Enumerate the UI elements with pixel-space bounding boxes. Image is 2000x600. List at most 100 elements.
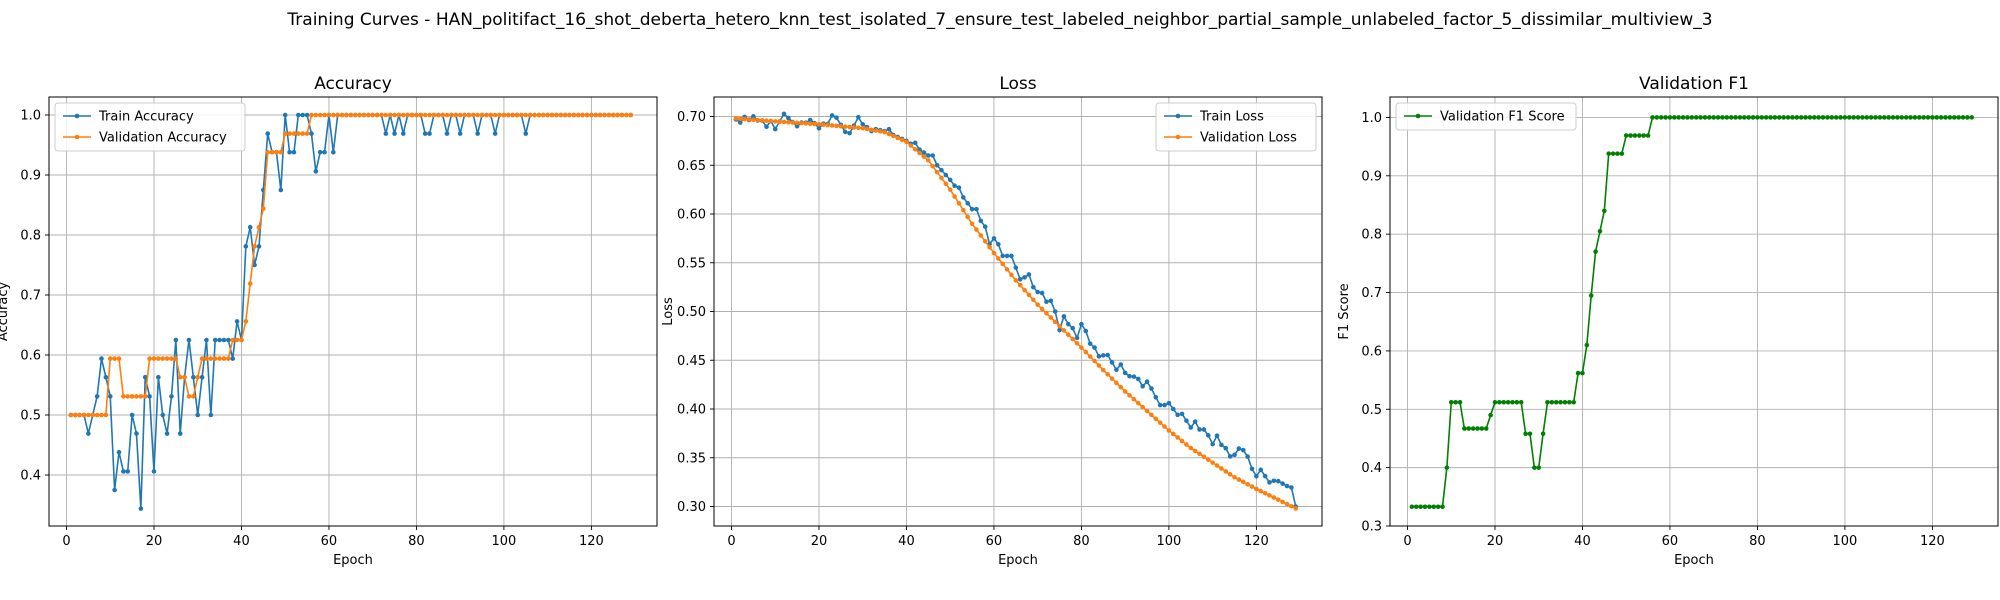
data-point	[107, 394, 113, 399]
x-tick-label: 80	[1749, 534, 1766, 549]
data-point	[943, 172, 949, 178]
data-point	[1855, 115, 1861, 120]
data-point	[492, 112, 498, 118]
data-point	[1083, 328, 1089, 334]
data-point	[549, 112, 555, 118]
data-point	[742, 116, 747, 122]
data-point	[934, 169, 940, 175]
data-point	[1214, 433, 1220, 439]
data-point	[1070, 336, 1075, 342]
data-point	[1066, 321, 1071, 327]
data-point	[309, 112, 314, 118]
data-point	[1811, 115, 1817, 120]
data-point	[1951, 115, 1957, 120]
data-point	[1553, 399, 1559, 405]
data-point	[974, 227, 979, 232]
data-point	[252, 244, 257, 249]
data-point	[540, 112, 546, 118]
y-tick-label: 1.0	[20, 109, 41, 124]
data-point	[584, 112, 590, 118]
data-point	[567, 112, 572, 118]
data-point	[1602, 208, 1607, 214]
data-point	[1558, 399, 1563, 405]
x-tick-label: 100	[1832, 534, 1857, 549]
data-point	[449, 112, 454, 118]
data-point	[1249, 466, 1255, 472]
data-point	[974, 206, 979, 212]
data-point	[1479, 426, 1485, 431]
data-point	[444, 112, 450, 118]
data-point	[1934, 115, 1940, 120]
data-point	[94, 412, 100, 418]
x-tick-label: 40	[233, 534, 250, 549]
data-point	[313, 169, 319, 174]
data-point	[1079, 345, 1084, 350]
data-point	[899, 137, 905, 143]
data-point	[195, 412, 201, 418]
data-point	[1750, 115, 1756, 120]
data-point	[1192, 448, 1198, 454]
y-tick-label: 0.35	[677, 451, 706, 466]
data-point	[1232, 474, 1237, 480]
data-point	[1262, 490, 1268, 496]
y-tick-label: 0.4	[1361, 461, 1382, 476]
data-point	[965, 214, 970, 220]
data-point	[1610, 151, 1616, 156]
data-point	[440, 112, 445, 118]
data-point	[221, 356, 227, 361]
data-point	[1022, 287, 1027, 293]
data-point	[121, 469, 126, 474]
legend: Validation F1 Score	[1395, 102, 1577, 131]
data-point	[86, 412, 91, 418]
data-point	[912, 140, 918, 146]
data-point	[1009, 253, 1014, 259]
data-point	[1475, 426, 1480, 431]
data-point	[882, 129, 887, 135]
data-point	[733, 116, 739, 121]
data-point	[1105, 371, 1110, 377]
data-point	[383, 131, 389, 136]
data-point	[571, 112, 577, 118]
data-point	[523, 112, 529, 118]
data-point	[1825, 115, 1830, 120]
data-point	[519, 112, 524, 118]
data-point	[1606, 151, 1612, 156]
data-point	[912, 146, 918, 152]
y-tick-label: 0.7	[20, 289, 41, 304]
data-point	[1284, 483, 1290, 489]
data-point	[1588, 293, 1594, 298]
data-point	[1219, 466, 1224, 471]
data-point	[501, 112, 507, 118]
data-point	[422, 131, 428, 136]
data-point	[387, 112, 393, 118]
data-point	[886, 126, 892, 132]
data-point	[72, 412, 78, 418]
data-point	[1776, 115, 1782, 120]
data-point	[1895, 115, 1900, 120]
y-tick-label: 0.45	[677, 354, 706, 369]
data-point	[1532, 465, 1537, 470]
data-point	[764, 124, 769, 130]
data-point	[1685, 115, 1690, 120]
data-point	[1114, 367, 1119, 373]
data-point	[326, 112, 332, 118]
data-point	[930, 153, 936, 158]
data-point	[1044, 310, 1049, 316]
data-point	[357, 112, 362, 118]
data-point	[1965, 115, 1970, 120]
data-point	[1435, 504, 1441, 510]
series-line	[70, 114, 631, 509]
data-point	[1127, 393, 1132, 398]
data-point	[204, 337, 209, 343]
data-point	[1227, 472, 1233, 477]
x-tick-label: 0	[727, 534, 735, 549]
data-point	[939, 167, 944, 173]
data-point	[1114, 380, 1119, 386]
data-point	[1197, 427, 1202, 432]
data-point	[1943, 115, 1948, 120]
y-tick-label: 0.6	[20, 349, 41, 364]
data-point	[781, 111, 787, 117]
y-tick-label: 0.8	[20, 229, 41, 244]
x-axis-label: Epoch	[998, 553, 1038, 568]
data-point	[768, 118, 774, 124]
